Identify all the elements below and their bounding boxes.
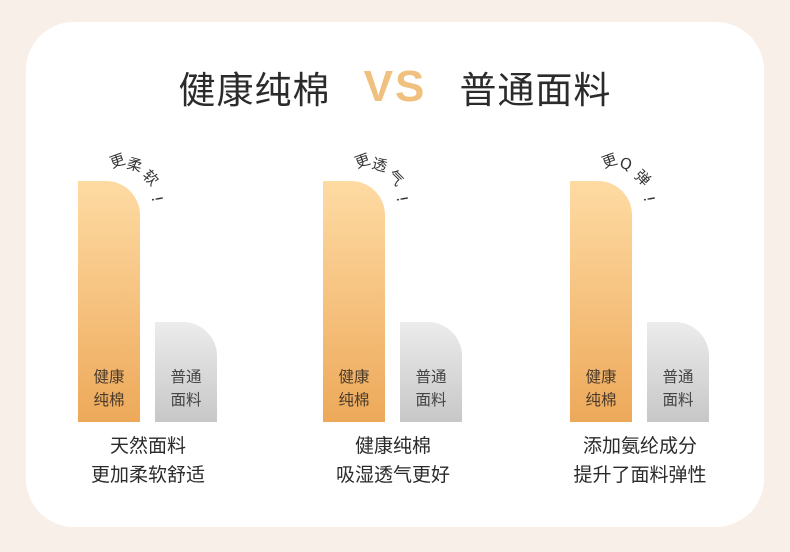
cotton-bar: 健康 纯棉 xyxy=(323,181,385,422)
normal-fabric-bar-label: 普通 面料 xyxy=(415,368,447,409)
tagline-char: Q xyxy=(617,153,634,175)
cotton-bar-label: 健康 纯棉 xyxy=(585,368,617,409)
normal-fabric-bar-label: 普通 面料 xyxy=(662,368,694,409)
tagline-char: 软 xyxy=(138,166,163,190)
headline-vs: VS xyxy=(363,62,427,111)
tagline-char: 更 xyxy=(599,149,620,173)
normal-fabric-bar-label: 普通 面料 xyxy=(170,368,202,409)
tagline-char: 透 xyxy=(369,154,390,176)
cotton-bar: 健康 纯棉 xyxy=(78,181,140,422)
comparison-card xyxy=(26,22,764,527)
tagline-char: 柔 xyxy=(124,154,145,176)
cotton-bar-label: 健康 纯棉 xyxy=(93,368,125,409)
caption-breathability: 健康纯棉 吸湿透气更好 xyxy=(335,435,450,486)
comparison-breathability: 更 透 气 ! 健康 纯棉 普通 面料 健康纯棉 吸湿透气更好 xyxy=(323,0,543,552)
caption-elasticity: 添加氨纶成分 提升了面料弹性 xyxy=(573,435,707,486)
headline-normal: 普通面料 xyxy=(459,69,612,112)
cotton-bar: 健康 纯棉 xyxy=(570,181,632,422)
headline: 健康纯棉 VS 普通面料 xyxy=(0,60,790,114)
tagline-char: ! xyxy=(392,194,412,204)
tagline-char: ! xyxy=(147,194,167,204)
headline-cotton: 健康纯棉 xyxy=(178,69,331,112)
normal-fabric-bar: 普通 面料 xyxy=(647,322,709,422)
tagline-char: 更 xyxy=(352,149,373,173)
normal-fabric-bar: 普通 面料 xyxy=(155,322,217,422)
tagline-char: ! xyxy=(639,194,659,204)
tagline-char: 更 xyxy=(107,149,128,173)
tagline-char: 气 xyxy=(383,166,408,190)
tagline-char: 弹 xyxy=(630,166,655,190)
cotton-bar-label: 健康 纯棉 xyxy=(338,368,370,409)
comparison-elasticity: 更 Q 弹 ! 健康 纯棉 普通 面料 添加氨纶成分 提升了面料弹性 xyxy=(570,0,790,552)
comparison-softness: 更 柔 软 ! 健康 纯棉 普通 面料 天然面料 更加柔软舒适 xyxy=(78,0,298,552)
normal-fabric-bar: 普通 面料 xyxy=(400,322,462,422)
caption-softness: 天然面料 更加柔软舒适 xyxy=(90,435,205,486)
